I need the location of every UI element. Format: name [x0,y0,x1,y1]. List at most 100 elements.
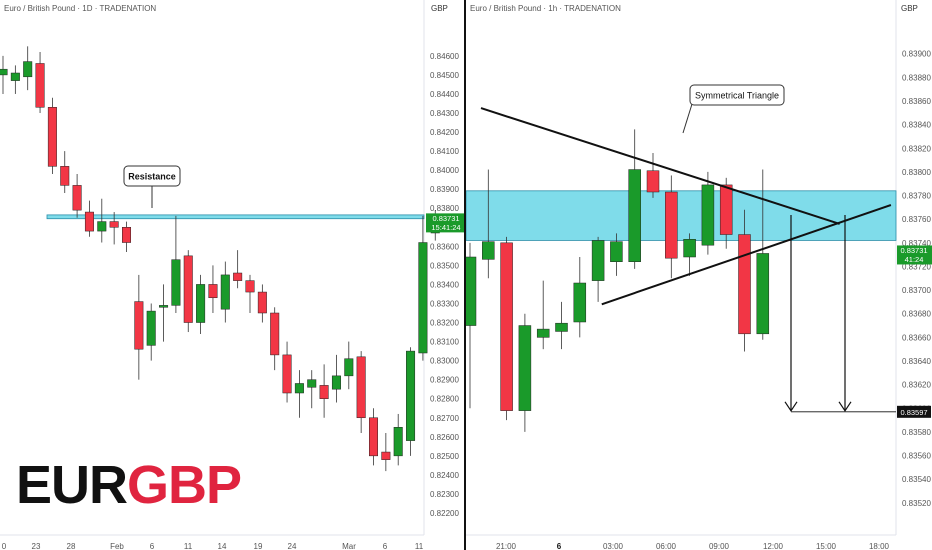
candle-bullish [406,350,416,441]
daily-price-tag-value: 0.83731 [432,214,459,223]
candle-bullish [628,169,641,262]
resistance-callout-box [123,165,181,187]
daily-chart-panel[interactable]: 0.84600 0.84500 0.84400 0.84300 0.84200 0.841… [0,0,466,550]
price-tick-label: 0.83500 [430,261,459,270]
price-tick-label: 0.83840 [902,121,931,130]
time-tick-label: 18:00 [869,542,890,550]
candle-bullish [393,427,403,457]
candle-bearish [356,356,366,419]
price-tick-label: 0.83660 [902,333,931,342]
triangle-lower-trendline [601,204,892,306]
projection-arrow-2-head [838,401,852,412]
candle-bearish [665,191,678,259]
time-tick-label: 03:00 [603,542,624,550]
price-tick-label: 0.84100 [430,147,459,156]
price-tick-label: 0.82300 [430,490,459,499]
time-tick-label: 11 [415,542,424,550]
candle-bearish [500,242,513,411]
candle-bullish [591,240,605,281]
price-tick-label: 0.83860 [902,97,931,106]
price-tick-label: 0.83720 [902,262,931,271]
price-tick-label: 0.84500 [430,71,459,80]
supply-zone [466,190,897,241]
candle-bullish [482,241,495,260]
candle-bullish [10,72,20,81]
candle-bullish [294,383,304,394]
time-tick-label: 28 [67,542,76,550]
candle-bullish [466,256,477,326]
candle-bearish [208,284,218,299]
candle-bearish [245,280,255,293]
candle-bullish [555,322,568,332]
triangle-callout-box [689,84,785,106]
candle-bearish [35,63,45,108]
candle-bearish [72,185,82,211]
time-tick-label: 14 [218,542,227,550]
daily-chart-canvas[interactable]: 0.84600 0.84500 0.84400 0.84300 0.84200 0.841… [0,0,466,550]
hourly-price-tag-value: 0.83731 [900,246,927,255]
price-tick-label: 0.83580 [902,428,931,437]
price-tick-label: 0.83300 [430,299,459,308]
daily-price-tag-countdown: 15:41:24 [431,223,460,232]
candle-bearish [319,385,329,399]
time-tick-label: 24 [288,542,297,550]
candle-bullish [97,221,107,232]
time-tick-label: 6 [557,542,562,550]
candle-bearish [719,184,733,235]
hourly-chart-title: Euro / British Pound · 1h · TRADENATION [470,4,621,13]
candle-bullish [418,242,428,354]
price-tick-label: 0.83600 [430,242,459,251]
candle-bearish [369,417,378,457]
price-tick-label: 0.83620 [902,381,931,390]
price-tick-label: 0.83780 [902,192,931,201]
price-tick-label: 0.82500 [430,452,459,461]
price-tick-label: 0.83520 [902,499,931,508]
candle-bearish [47,107,57,167]
price-tick-label: 0.84300 [430,109,459,118]
price-tick-label: 0.82200 [430,509,459,518]
candle-bearish [738,234,751,335]
price-tick-label: 0.82900 [430,376,459,385]
price-tick-label: 0.83900 [902,50,931,59]
price-tick-label: 0.83820 [902,144,931,153]
price-tick-label: 0.82700 [430,414,459,423]
candle-bullish [536,328,550,338]
price-tick-label: 0.83800 [430,204,459,213]
price-tick-label: 0.83640 [902,357,931,366]
candle-bullish [331,375,341,390]
daily-currency-label: GBP [431,4,448,13]
target-price-tag [897,405,931,418]
candle-bearish [257,291,267,314]
brand-title: EURGBP [16,455,242,515]
resistance-zone [46,214,425,220]
price-tick-label: 0.83700 [902,286,931,295]
price-tick-label: 0.83200 [430,319,459,328]
candle-bullish [159,305,169,308]
time-tick-label: 11 [184,542,193,550]
candle-bullish [307,379,317,388]
candle-bullish [701,184,715,246]
triangle-callout-pointer [682,103,693,134]
hourly-chart-panel[interactable]: 0.83900 0.83880 0.83860 0.83840 0.83820 0.838… [466,0,932,550]
candle-bullish [146,310,156,346]
candle-bullish [171,259,181,306]
price-tick-label: 0.83800 [902,168,931,177]
candle-bearish [233,272,243,281]
time-tick-label: 21:00 [496,542,517,550]
price-tick-label: 0.82400 [430,471,459,480]
hourly-chart-canvas[interactable]: 0.83900 0.83880 0.83860 0.83840 0.83820 0.838… [466,0,932,550]
triangle-upper-trendline [480,107,840,225]
candle-bearish [84,211,94,232]
time-tick-label: 06:00 [656,542,677,550]
price-tick-label: 0.83760 [902,215,931,224]
candle-bearish [134,301,144,350]
time-tick-label: 0 [2,542,7,550]
price-tick-label: 0.84400 [430,90,459,99]
candle-bullish [518,325,532,411]
price-tick-label: 0.84600 [430,52,459,61]
candle-bullish [756,253,770,335]
daily-chart-title: Euro / British Pound · 1D · TRADENATION [4,4,157,13]
brand-title-eur: EUR [16,455,128,515]
price-tick-label: 0.83560 [902,452,931,461]
price-tick-label: 0.83680 [902,310,931,319]
